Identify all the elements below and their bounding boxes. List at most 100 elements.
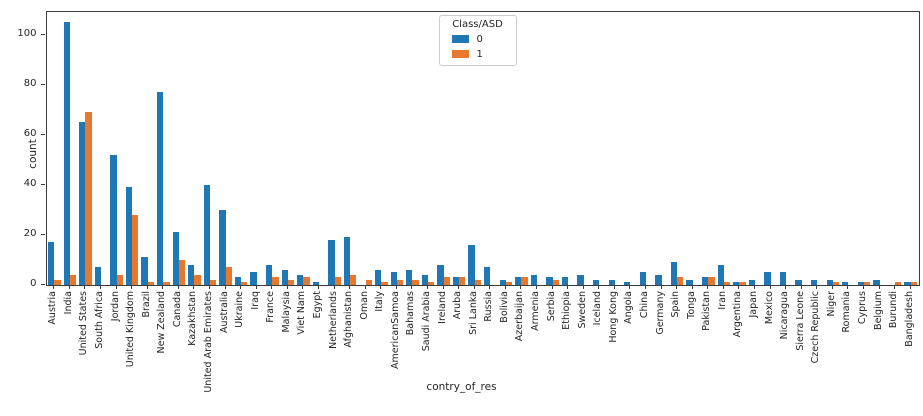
x-axis-tick-label: India [62, 290, 74, 314]
x-axis-tick [878, 284, 880, 289]
bar-class-0-India [63, 22, 70, 285]
bar-class-0-Angola [624, 282, 631, 285]
x-axis-tick [255, 284, 257, 289]
x-axis-tick-label: United States [78, 290, 90, 355]
x-axis-tick [131, 284, 133, 289]
x-axis-tick [676, 284, 678, 289]
y-axis-tick-label: 60 [23, 127, 37, 139]
x-axis-tick-label: Sierra Leone [794, 290, 806, 351]
x-axis-tick-label: United Kingdom [125, 290, 137, 367]
x-axis-tick [458, 284, 460, 289]
bar-class-1-Ireland [443, 277, 450, 285]
x-axis-tick [785, 284, 787, 289]
x-axis-tick-label: Netherlands [327, 290, 339, 349]
x-axis-tick [380, 284, 382, 289]
x-axis-tick-label: Tonga [685, 290, 697, 319]
x-axis-tick-label: Mexico [763, 290, 775, 324]
x-axis-tick [395, 284, 397, 289]
bar-class-1-Kazakhstan [194, 274, 201, 285]
legend-label: 0 [476, 33, 483, 45]
bar-class-0-Netherlands [328, 239, 335, 285]
x-axis-tick-label: Burundi [888, 290, 900, 328]
bar-class-0-Serbia [546, 277, 553, 285]
bar-class-0-Mexico [764, 272, 771, 285]
bar-class-1-Netherlands [334, 277, 341, 285]
bar-class-1-Canada [178, 259, 186, 285]
x-axis-tick [68, 284, 70, 289]
bar-class-0-Germany [655, 274, 662, 285]
legend-label: 1 [476, 48, 483, 60]
x-axis-tick-label: Belgium [872, 290, 884, 330]
bar-class-0-Pakistan [702, 277, 709, 285]
bar-class-1-Burundi [895, 282, 902, 285]
bar-class-1-Viet Nam [303, 277, 310, 285]
x-axis-tick [411, 284, 413, 289]
x-axis-tick [645, 284, 646, 289]
x-axis-tick-label: Bahamas [405, 290, 417, 335]
x-axis-tick-label: Azerbaijan [514, 290, 526, 341]
x-axis-tick [816, 284, 818, 289]
x-axis-tick [115, 284, 117, 289]
bar-class-1-Iran [723, 282, 731, 285]
y-axis-tick-label: 0 [30, 277, 37, 289]
x-axis-tick [224, 284, 226, 289]
x-axis-tick [100, 284, 101, 289]
x-axis-tick [84, 284, 86, 289]
legend-entry-class-1: 1 [446, 49, 510, 60]
bar-class-0-Malaysia [281, 269, 288, 285]
bar-class-1-New Zealand [163, 282, 170, 285]
x-axis-tick-label: Armenia [530, 290, 541, 331]
x-axis-tick [754, 284, 755, 289]
x-axis-tick-label: Argentina [732, 290, 744, 337]
y-axis-tick [40, 233, 45, 235]
bar-class-0-Belgium [873, 279, 880, 285]
x-axis-tick [847, 284, 849, 289]
bar-class-0-Nicaragua [779, 272, 787, 285]
bar-class-0-Ethiopia [561, 277, 569, 285]
x-axis-tick-label: Brazil [140, 290, 152, 318]
x-axis-tick [769, 284, 771, 289]
bar-class-0-Bahamas [406, 269, 413, 285]
y-axis-tick [40, 183, 45, 185]
x-axis-tick [473, 284, 475, 289]
bar-class-1-Afghanistan [350, 274, 357, 285]
x-axis-tick-label: Kazakhstan [187, 290, 199, 346]
x-axis-tick [831, 284, 833, 289]
x-axis-tick-label: China [639, 290, 650, 318]
x-axis-tick-label: Ireland [436, 290, 448, 324]
y-axis-tick-label: 20 [23, 227, 37, 239]
bar-class-0-Iraq [250, 272, 257, 285]
bar-class-1-Australia [225, 267, 232, 285]
bar-class-0-Bangladesh [904, 282, 911, 285]
x-axis-tick-label: Oman [358, 290, 370, 320]
x-axis-tick [333, 284, 335, 289]
x-axis-tick-label: Egypt [312, 290, 323, 318]
bar-class-0-France [266, 264, 273, 285]
x-axis-tick [53, 284, 55, 289]
x-axis-tick [427, 284, 428, 289]
bar-class-1-India [69, 274, 77, 285]
bar-class-0-Austria [48, 242, 55, 285]
bar-class-0-Ireland [437, 264, 444, 285]
x-axis-tick-label: Viet Nam [296, 290, 308, 335]
x-axis-tick [162, 284, 164, 289]
x-axis-tick-label: Nicaragua [779, 290, 791, 339]
bar-class-1-Spain [677, 277, 684, 285]
bar-class-0-New Zealand [157, 92, 164, 285]
bar-class-1-United Arab Emirates [210, 279, 217, 285]
x-axis-tick [349, 284, 351, 289]
bar-class-0-Brazil [141, 257, 148, 285]
bar-class-1-Argentina [739, 282, 746, 285]
x-axis-tick [613, 284, 615, 289]
y-axis-tick-label: 100 [17, 27, 37, 39]
bar-class-1-France [272, 277, 279, 285]
x-axis-tick [193, 284, 195, 289]
x-axis-tick [240, 284, 242, 289]
x-axis-tick-label: Ukraine [234, 290, 246, 328]
bar-class-1-Cyprus [864, 282, 871, 285]
y-axis-tick [40, 33, 45, 35]
bar-class-0-Tonga [686, 279, 693, 285]
bar-class-0-Czech Republic [811, 279, 818, 285]
bar-class-0-Russia [484, 267, 491, 285]
bar-class-0-Iceland [593, 279, 600, 285]
